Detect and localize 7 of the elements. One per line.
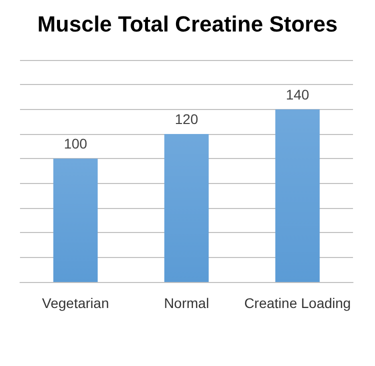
x-tick-label: Normal (164, 295, 210, 311)
x-tick-label: Creatine Loading (244, 295, 351, 311)
data-label: 100 (64, 136, 88, 152)
x-tick-label: Vegetarian (42, 295, 109, 311)
data-label: 120 (174, 111, 198, 127)
data-label: 140 (286, 86, 310, 102)
chart-title: Muscle Total Creatine Stores (37, 12, 338, 36)
